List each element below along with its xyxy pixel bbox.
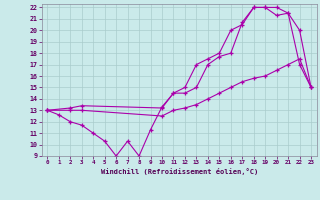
X-axis label: Windchill (Refroidissement éolien,°C): Windchill (Refroidissement éolien,°C) [100,168,258,175]
